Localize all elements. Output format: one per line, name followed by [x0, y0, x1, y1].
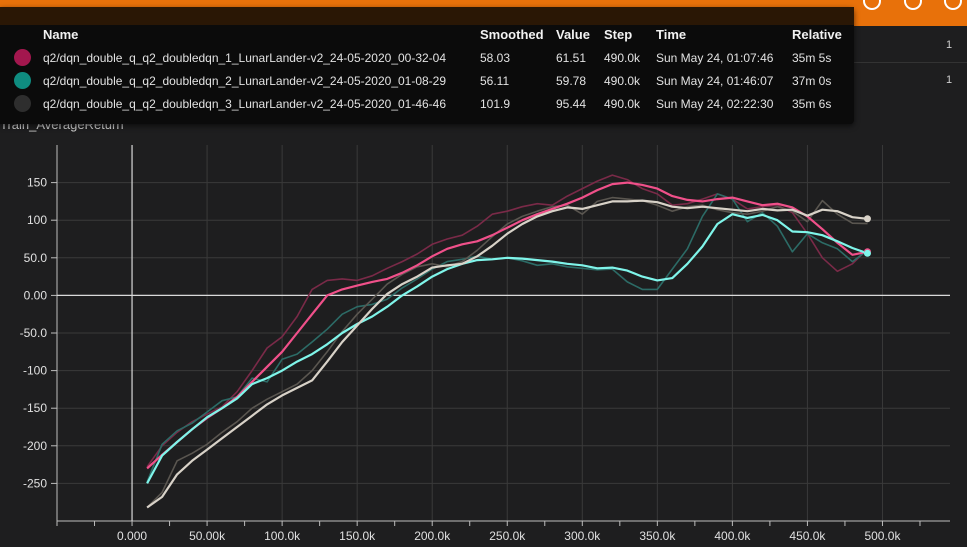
time-value: Sun May 24, 01:07:46: [656, 50, 774, 65]
y-tick-label: 50.0: [24, 251, 48, 265]
y-tick-label: -100: [23, 364, 47, 378]
x-tick-label: 200.0k: [414, 529, 451, 543]
tooltip-header-band: [0, 7, 854, 25]
x-tick-label: 500.0k: [864, 529, 901, 543]
series-color-swatch: [14, 49, 31, 66]
axes: [51, 145, 950, 526]
raw-series-line-3: [146, 196, 868, 509]
col-smoothed: Smoothed: [480, 27, 544, 42]
x-tick-label: 350.0k: [639, 529, 676, 543]
table-row: q2/dqn_double_q_q2_doubledqn_2_LunarLand…: [8, 69, 848, 92]
x-tick-label: 100.0k: [264, 529, 301, 543]
x-tick-label: 150.0k: [339, 529, 376, 543]
smoothed-series-line-1[interactable]: [146, 181, 868, 470]
x-tick-labels: 0.000 50.00k 100.0k 150.0k 200.0k 250.0k 300.0…: [117, 529, 901, 543]
series-end-marker-2: [863, 249, 871, 257]
x-tick-label: 400.0k: [714, 529, 751, 543]
raw-series-line-1: [146, 174, 869, 468]
col-step: Step: [604, 27, 633, 42]
y-tick-label: -50.0: [20, 326, 48, 340]
smoothed-value: 56.11: [480, 73, 510, 88]
series-end-marker-3: [863, 215, 871, 223]
run-count-2: 1: [946, 74, 953, 86]
smoothed-series-line-2[interactable]: [146, 213, 868, 484]
run-name: q2/dqn_double_q_q2_doubledqn_3_LunarLand…: [43, 96, 447, 111]
y-tick-label: 100: [27, 213, 47, 227]
run-name: q2/dqn_double_q_q2_doubledqn_2_LunarLand…: [43, 73, 447, 88]
step-value: 490.0k: [604, 73, 641, 88]
run-name: q2/dqn_double_q_q2_doubledqn_1_LunarLand…: [43, 50, 447, 65]
series-color-swatch: [14, 72, 31, 89]
relative-value: 37m 0s: [792, 73, 832, 88]
tooltip: Name Smoothed Value Step Time Relative q…: [0, 7, 854, 124]
step-value: 490.0k: [604, 96, 641, 111]
smoothed-series-lines: [146, 181, 868, 509]
grid-lines: [57, 145, 950, 521]
raw-value: 61.51: [556, 50, 587, 65]
raw-value: 95.44: [556, 96, 587, 111]
col-time: Time: [656, 27, 687, 42]
table-row: q2/dqn_double_q_q2_doubledqn_3_LunarLand…: [8, 92, 848, 115]
x-tick-label: 450.0k: [789, 529, 826, 543]
end-markers: [863, 215, 871, 257]
y-tick-label: 150: [27, 176, 47, 190]
x-tick-label: 300.0k: [564, 529, 601, 543]
y-tick-label: 0.00: [24, 288, 48, 302]
series-color-swatch: [14, 95, 31, 112]
tooltip-table: Name Smoothed Value Step Time Relative q…: [8, 27, 848, 115]
col-value: Value: [556, 27, 590, 42]
y-tick-label: -250: [23, 476, 47, 490]
gear-icon[interactable]: [904, 0, 922, 10]
step-value: 490.0k: [604, 50, 641, 65]
time-value: Sun May 24, 01:46:07: [656, 73, 774, 88]
relative-value: 35m 6s: [792, 96, 832, 111]
relative-value: 35m 5s: [792, 50, 832, 65]
history-icon[interactable]: [863, 0, 881, 10]
x-tick-label: 0.000: [117, 529, 147, 543]
smoothed-value: 58.03: [480, 50, 511, 65]
raw-value: 59.78: [556, 73, 587, 88]
col-relative: Relative: [792, 27, 842, 42]
y-tick-label: -200: [23, 439, 47, 453]
smoothed-series-line-3[interactable]: [146, 199, 868, 509]
help-icon[interactable]: [944, 0, 962, 10]
y-tick-label: -150: [23, 401, 47, 415]
smoothed-value: 101.9: [480, 96, 511, 111]
run-count-1: 1: [946, 39, 953, 51]
col-name: Name: [43, 27, 79, 42]
x-tick-label: 50.00k: [189, 529, 226, 543]
y-tick-labels: -250 -200 -150 -100 -50.0 0.00 50.0 100 150: [20, 176, 48, 491]
table-row: q2/dqn_double_q_q2_doubledqn_1_LunarLand…: [8, 46, 848, 69]
time-value: Sun May 24, 02:22:30: [656, 96, 774, 111]
x-tick-label: 250.0k: [489, 529, 526, 543]
